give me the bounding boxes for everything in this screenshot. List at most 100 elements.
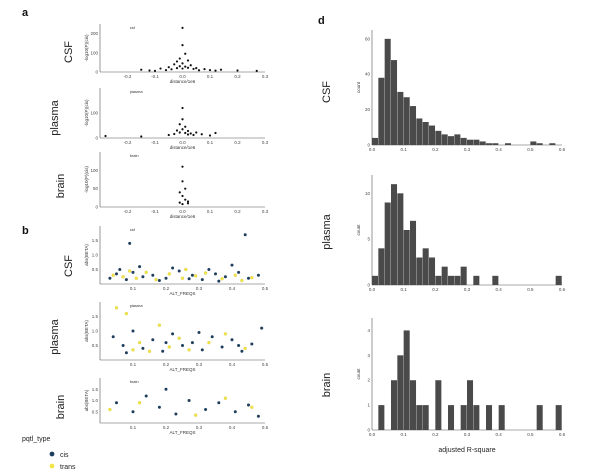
a-brain-point [181, 202, 184, 206]
a-brain-point [178, 191, 181, 194]
d-plasma-ytick-label: 0 [367, 283, 370, 288]
a-plasma-point [189, 132, 192, 135]
b-plasma-cis-point [260, 326, 264, 330]
a-plasma-point [184, 131, 187, 135]
b-csf-cis-point [230, 263, 234, 267]
a-csf-point [208, 68, 212, 72]
b-brain-cis-point [174, 412, 178, 416]
b-csf-cis-point [131, 270, 135, 274]
d-csf-bar [384, 38, 391, 145]
b-csf-inner-title: csf [130, 227, 136, 232]
b-brain-cis-point [187, 399, 191, 402]
b-plasma-ytick-label: 0.5 [92, 343, 99, 348]
legend-cis-label: cis [60, 452, 69, 459]
a-brain-point [186, 202, 190, 205]
d-plasma-xtick-label: 0.5 [527, 287, 534, 292]
a-csf-point [219, 68, 223, 71]
d-brain-ytick-label: 2 [367, 378, 370, 383]
d-brain-ytick-label: 0 [367, 428, 370, 433]
a-brain-point [181, 194, 184, 198]
b-plasma-cis-point [161, 349, 165, 353]
d-csf-xtick-label: 0.6 [559, 147, 566, 152]
a-brain-point [186, 200, 190, 203]
d-csf-xtick-label: 0.0 [369, 147, 376, 152]
a-csf-point [214, 69, 217, 72]
a-plasma-xtick-label: -0.1 [151, 140, 159, 145]
b-plasma-cis-point [164, 341, 168, 345]
b-csf-trans-point [194, 274, 198, 278]
b-brain-ytick-label: 0.5 [92, 409, 99, 414]
a-plasma-tissue-label: plasma [49, 99, 61, 135]
d-plasma-bar [378, 248, 385, 285]
a-csf-point [175, 67, 179, 70]
a-csf-ylabel: -log10(P)(cis) [84, 34, 89, 62]
b-brain-cis-point [233, 410, 237, 414]
a-csf-point [175, 60, 179, 63]
b-csf-trans-point [250, 275, 254, 280]
b-csf-ylabel: abs(BETA) [84, 244, 89, 266]
d-csf-bar [441, 134, 448, 145]
a-plasma-point [208, 134, 212, 137]
a-csf-point [192, 67, 195, 71]
a-csf-ytick-label: 0 [95, 70, 98, 75]
a-brain-point [184, 198, 187, 201]
b-csf-cis-point [108, 276, 112, 280]
b-plasma-trans-point [187, 348, 191, 352]
a-csf-xtick-label: 0.2 [234, 74, 241, 79]
d-csf-bar [473, 139, 480, 145]
d-brain-ylabel: count [356, 368, 361, 380]
a-csf-point [153, 69, 157, 72]
a-plasma-point [200, 133, 203, 136]
panel-label-a: a [22, 7, 29, 19]
a-csf-point [184, 52, 187, 55]
b-csf-xtick-label: 0.2 [163, 286, 170, 291]
b-plasma-cis-point [131, 329, 135, 333]
d-csf-bar [454, 134, 461, 145]
b-csf-cis-point [138, 265, 142, 269]
d-plasma-xtick-label: 0.4 [496, 287, 503, 292]
b-brain-trans-point [223, 396, 228, 400]
d-csf-bar [448, 136, 455, 145]
a-csf-point [148, 69, 151, 72]
d-csf-bar [479, 141, 486, 145]
d-brain-bar [473, 405, 480, 430]
b-csf-trans-point [180, 276, 185, 280]
d-csf-bar [467, 139, 474, 145]
b-csf-panel: CSF 0.1 0.2 0.3 0.4 0.5 0.5 1.0 1.5 ALT_FREQS abs(… [63, 226, 269, 296]
d-plasma-bar [555, 275, 562, 285]
d-csf-ytick-label: 60 [365, 36, 371, 41]
b-csf-trans-point [144, 270, 148, 275]
b-plasma-trans-point [124, 311, 129, 316]
d-brain-ytick-label: 1 [367, 403, 370, 408]
d-brain-xtick-label: 0.2 [432, 432, 439, 437]
d-plasma-bar [435, 275, 442, 285]
legend-trans-label: trans [60, 464, 76, 471]
b-brain-ytick-label: 1.0 [92, 398, 99, 403]
b-csf-xtick-label: 0.5 [262, 286, 269, 291]
d-plasma-bar [372, 275, 379, 285]
b-plasma-cis-point [220, 345, 224, 349]
b-csf-cis-point [115, 272, 118, 276]
a-brain-xlabel: distance/1e6 [170, 214, 196, 219]
b-csf-xlabel: ALT_FREQS [170, 291, 196, 296]
b-csf-cis-point [187, 277, 191, 281]
d-plasma-xtick-label: 0.6 [559, 287, 566, 292]
b-csf-cis-point [124, 278, 128, 282]
b-plasma-ytick-label: 1.0 [92, 329, 99, 334]
d-csf-bar [403, 97, 410, 145]
b-plasma-xtick-label: 0.4 [229, 362, 236, 367]
a-plasma-xtick-label: 0.1 [207, 140, 214, 145]
b-brain-xtick-label: 0.3 [196, 425, 203, 430]
a-csf-point [184, 65, 187, 68]
b-brain-xtick-label: 0.2 [163, 425, 170, 430]
a-csf-point [181, 44, 184, 47]
b-csf-cis-point [171, 266, 175, 270]
b-csf-xtick-label: 0.1 [130, 286, 137, 291]
a-plasma-ylabel: -log10(P)(cis) [84, 99, 89, 127]
b-plasma-inner-title: plasma [130, 303, 144, 308]
d-csf-bar [397, 91, 404, 145]
d-csf-xtick-label: 0.3 [464, 147, 471, 152]
b-csf-cis-point [217, 279, 221, 283]
d-csf-ytick-label: 40 [365, 72, 371, 77]
d-plasma-xtick-label: 0.3 [464, 287, 471, 292]
